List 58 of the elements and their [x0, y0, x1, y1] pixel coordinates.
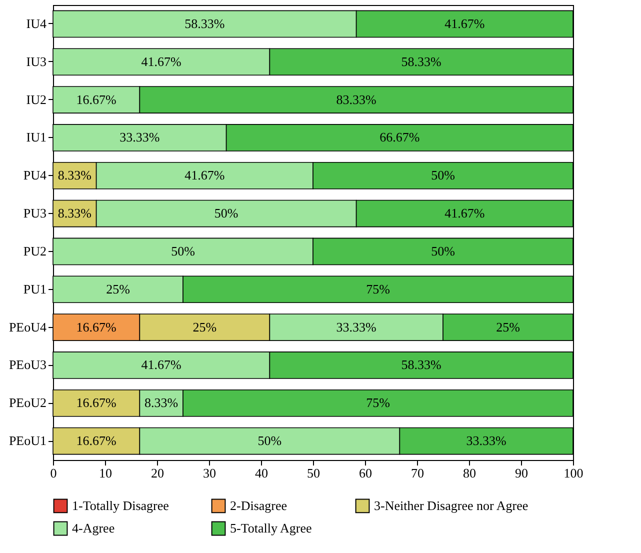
- legend-label: 5-Totally Agree: [230, 520, 312, 536]
- data-label: 50%: [258, 433, 282, 448]
- data-label: 25%: [192, 319, 217, 334]
- data-label: 50%: [431, 168, 456, 183]
- data-label: 41.67%: [444, 206, 485, 221]
- y-tick-label: PEoU2: [8, 395, 46, 410]
- x-tick-label: 0: [50, 466, 57, 480]
- data-label: 50%: [431, 243, 456, 258]
- x-tick-label: 40: [255, 466, 268, 480]
- legend-label: 2-Disagree: [230, 498, 288, 513]
- data-label: 41.67%: [141, 357, 182, 372]
- data-label: 75%: [366, 281, 390, 296]
- x-tick-label: 50: [307, 466, 320, 480]
- x-tick-label: 80: [463, 466, 476, 480]
- legend-label: 4-Agree: [72, 520, 115, 536]
- x-tick-label: 30: [203, 466, 216, 480]
- x-tick-label: 100: [564, 466, 584, 480]
- x-tick-label: 20: [151, 466, 164, 480]
- data-label: 50%: [171, 243, 196, 258]
- data-label: 66.67%: [380, 130, 420, 145]
- y-tick-label: PU3: [23, 206, 46, 221]
- data-label: 83.33%: [336, 92, 377, 107]
- data-label: 8.33%: [144, 395, 178, 410]
- y-tick-label: PU4: [23, 168, 47, 183]
- x-tick-label: 10: [99, 466, 112, 480]
- y-tick-label: PEoU4: [8, 319, 47, 334]
- data-label: 33.33%: [336, 319, 377, 334]
- y-tick-label: IU2: [26, 92, 46, 107]
- y-tick-label: IU1: [26, 130, 46, 145]
- data-label: 58.33%: [184, 16, 225, 31]
- data-label: 41.67%: [141, 54, 182, 69]
- data-label: 33.33%: [120, 130, 160, 145]
- data-label: 16.67%: [76, 92, 117, 107]
- data-label: 8.33%: [58, 168, 92, 183]
- y-tick-label: IU3: [26, 54, 46, 69]
- legend-label: 3-Neither Disagree nor Agree: [374, 498, 528, 513]
- y-tick-label: PEoU1: [8, 433, 46, 448]
- data-label: 25%: [496, 319, 520, 334]
- legend-label: 1-Totally Disagree: [72, 498, 170, 513]
- y-tick-label: PEoU3: [8, 357, 46, 372]
- data-label: 25%: [106, 281, 130, 296]
- data-label: 50%: [214, 206, 238, 221]
- x-tick-label: 70: [411, 466, 424, 480]
- data-label: 16.67%: [76, 395, 117, 410]
- data-label: 41.67%: [444, 16, 485, 31]
- y-tick-label: PU1: [23, 281, 46, 296]
- data-label: 33.33%: [466, 433, 507, 448]
- data-label: 16.67%: [76, 319, 117, 334]
- data-label: 16.67%: [76, 433, 117, 448]
- y-tick-label: IU4: [26, 16, 47, 31]
- y-tick-label: PU2: [23, 243, 46, 258]
- x-tick-label: 90: [515, 466, 528, 480]
- data-label: 58.33%: [401, 54, 442, 69]
- x-tick-label: 60: [359, 466, 372, 480]
- data-label: 41.67%: [184, 168, 225, 183]
- data-label: 8.33%: [58, 206, 92, 221]
- data-label: 58.33%: [401, 357, 442, 372]
- data-label: 75%: [366, 395, 390, 410]
